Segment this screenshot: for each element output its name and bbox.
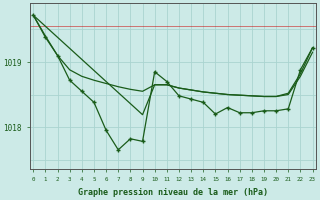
X-axis label: Graphe pression niveau de la mer (hPa): Graphe pression niveau de la mer (hPa)	[78, 188, 268, 197]
